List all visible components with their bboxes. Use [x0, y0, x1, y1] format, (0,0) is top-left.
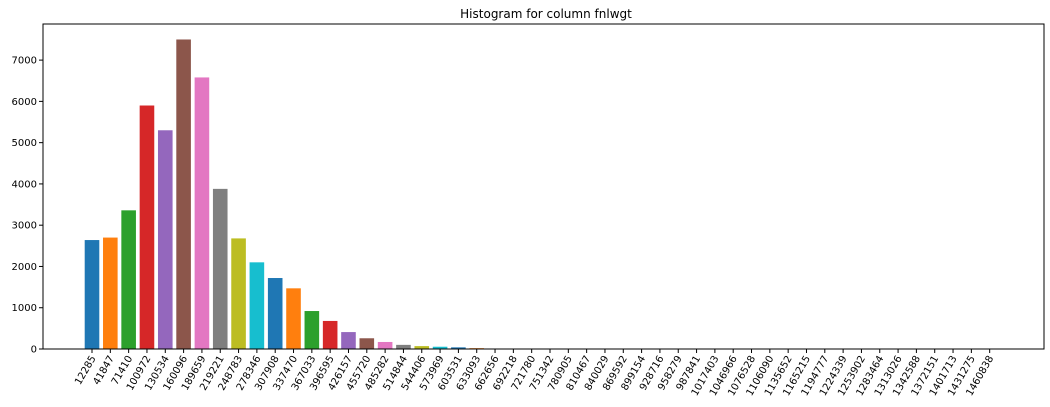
y-tick-label: 0: [31, 345, 37, 356]
y-tick-label: 6000: [12, 97, 37, 108]
bar-160096: [176, 39, 191, 349]
bar-573969: [432, 346, 448, 349]
bar-219221: [212, 188, 228, 349]
y-tick-label: 2000: [12, 262, 37, 273]
bar-278346: [249, 262, 265, 349]
y-tick-label: 4000: [12, 179, 37, 190]
bar-544406: [414, 346, 430, 349]
bar-12285: [84, 240, 100, 349]
x-axis: 1228541847714101009721305341600961896592…: [73, 349, 996, 398]
bar-71410: [121, 210, 136, 349]
plot-frame: [42, 23, 1045, 350]
bar-367033: [304, 311, 320, 349]
bar-307908: [267, 278, 283, 349]
y-tick-label: 1000: [12, 303, 37, 314]
bar-426157: [341, 332, 356, 349]
bar-248783: [231, 238, 246, 349]
plot-area: [84, 39, 704, 349]
bar-41847: [103, 237, 118, 349]
y-tick-label: 5000: [12, 138, 37, 149]
bar-603531: [451, 347, 466, 349]
bar-189659: [194, 77, 210, 349]
bar-100972: [139, 105, 155, 349]
bar-514844: [396, 344, 411, 349]
bar-337470: [286, 288, 301, 349]
y-tick-label: 7000: [12, 56, 37, 67]
y-tick-label: 3000: [12, 221, 37, 232]
chart-title: Histogram for column fnlwgt: [460, 7, 632, 21]
bar-485282: [377, 341, 393, 349]
bar-396595: [322, 320, 338, 349]
bar-455720: [359, 338, 375, 349]
y-axis: 0 1000 2000 3000 4000 5000 6000 7000: [12, 56, 43, 356]
bar-130534: [157, 130, 173, 349]
